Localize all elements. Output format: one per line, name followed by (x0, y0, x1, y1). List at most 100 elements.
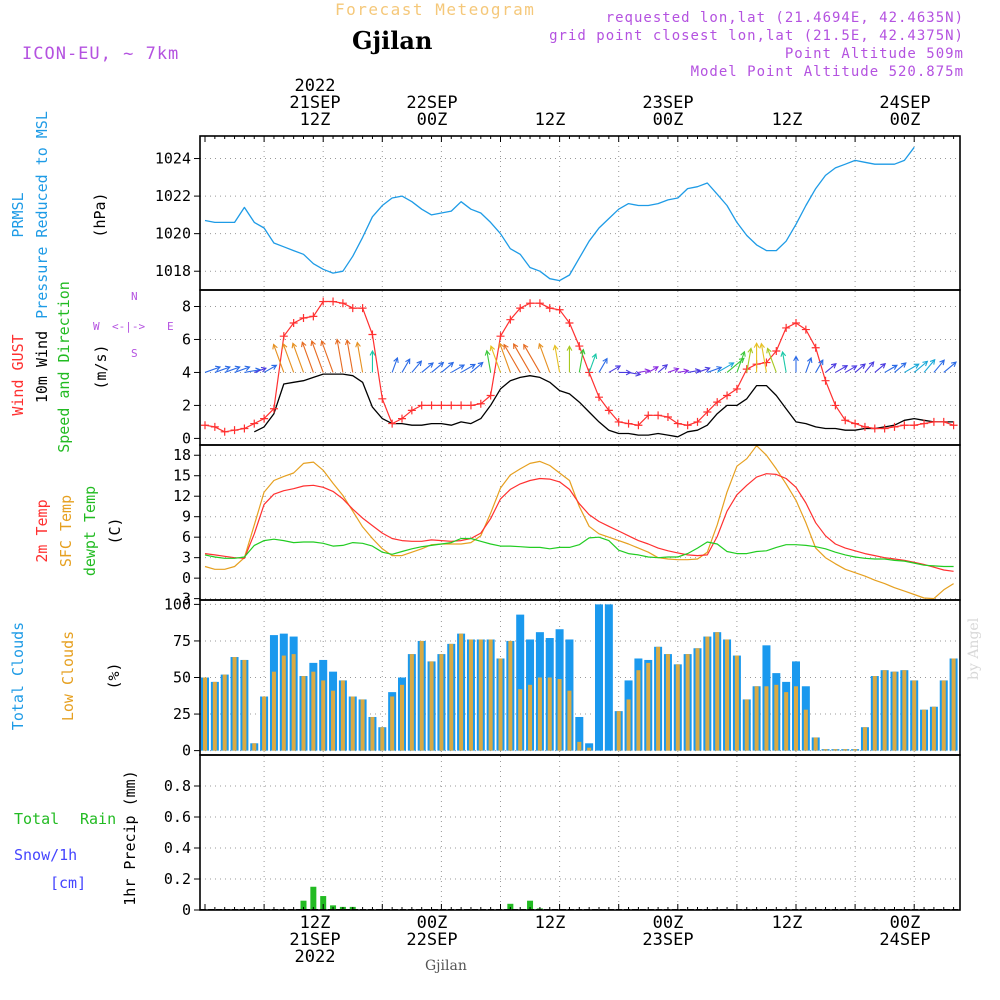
gust-marker (624, 419, 633, 428)
panel-frame (199, 135, 961, 291)
wind-direction-arrow (513, 343, 531, 373)
low-cloud-bar (675, 664, 680, 751)
gust-marker (732, 384, 741, 393)
gust-marker (831, 401, 840, 410)
gust-marker (654, 411, 663, 420)
y-tick-label: 12 (173, 487, 191, 505)
wind-arrowhead (566, 345, 573, 351)
low-cloud-bar (626, 699, 631, 751)
gust-marker (338, 299, 347, 308)
gust-marker (348, 304, 357, 313)
frame-layer: 101810201022102402468-303691215180255075… (155, 135, 961, 919)
wind-direction-arrow (321, 340, 334, 373)
hour-label: 12Z (771, 110, 803, 130)
gust-marker (870, 424, 879, 433)
wind-direction-arrow (336, 339, 344, 373)
wind-arrowhead (369, 349, 376, 356)
gust-marker (526, 299, 535, 308)
wind-arrowhead (891, 364, 898, 370)
low-cloud-bar (902, 670, 907, 751)
rain-bar (527, 900, 534, 910)
low-cloud-bar (271, 671, 276, 751)
gust-marker (851, 419, 860, 428)
wind-arrowhead (438, 361, 445, 368)
wind-arrowhead (320, 339, 326, 347)
wind-arrowhead (344, 339, 351, 346)
wind-arrowhead (759, 342, 765, 349)
wind-arrowhead (842, 365, 849, 371)
gust-marker (929, 417, 938, 426)
gust-marker (841, 416, 850, 425)
wind-arrowhead (740, 350, 746, 357)
gust-marker (693, 417, 702, 426)
wind-arrowhead (615, 365, 622, 371)
y-tick-label: -3 (173, 590, 191, 608)
low-cloud-bar (862, 727, 867, 751)
gust-marker (319, 297, 328, 306)
low-cloud-bar (498, 658, 503, 751)
time-label-top-22sep-00z: 22SEP 00Z (387, 95, 477, 129)
hour-label: 00Z (889, 913, 921, 933)
low-cloud-bar (882, 670, 887, 751)
gust-marker (535, 299, 544, 308)
panel-frame (199, 754, 961, 911)
wind-direction-arrow (913, 360, 928, 373)
wind-direction-arrow (588, 353, 597, 373)
wind-arrowhead (880, 362, 887, 369)
precip-snow-label: Snow/1h (14, 846, 78, 864)
low-cloud-bar (557, 678, 562, 751)
low-cloud-bar (390, 696, 395, 751)
low-cloud-bar (715, 632, 720, 751)
hour-label: 12Z (299, 110, 331, 130)
low-cloud-bar (321, 680, 326, 751)
grid-layer (200, 136, 960, 911)
low-cloud-bar (301, 676, 306, 751)
gust-marker (220, 427, 229, 436)
time-label-top-24sep-00z: 24SEP 00Z (860, 95, 950, 129)
time-label-bottom-23sep-12z: 12Z (742, 915, 832, 932)
wind-arrowhead (224, 365, 231, 372)
low-cloud-bar (212, 681, 217, 751)
low-cloud-bar (813, 737, 818, 751)
wind-direction-arrow (244, 369, 261, 373)
low-cloud-bar (380, 727, 385, 751)
wind-direction-arrow (638, 369, 650, 373)
hour-label: 12Z (771, 913, 803, 933)
wind-direction-arrow (677, 370, 689, 373)
pressure-line (204, 146, 915, 282)
y-tick-label: 15 (173, 467, 191, 485)
gust-marker (604, 406, 613, 415)
low-cloud-bar (222, 674, 227, 751)
wind-direction-arrow (490, 345, 502, 373)
wind-direction-arrow (707, 366, 722, 373)
wind-arrowhead (489, 345, 496, 352)
low-cloud-bar (744, 699, 749, 751)
gust-marker (417, 401, 426, 410)
wind-arrowhead (448, 361, 455, 368)
low-cloud-bar (872, 676, 877, 751)
gust-marker (269, 404, 278, 413)
gust-marker (900, 421, 909, 430)
wind-arrowhead (301, 341, 307, 348)
gust-marker (437, 401, 446, 410)
wind-direction-arrow (282, 343, 295, 373)
wind-arrowhead (334, 338, 341, 345)
wind-direction-arrow (835, 365, 848, 373)
low-cloud-bar (931, 706, 936, 751)
y-tick-label: 75 (173, 632, 191, 650)
panel-frame (199, 444, 961, 601)
wind-arrowhead (484, 349, 491, 356)
gust-marker (880, 424, 889, 433)
date-label: 23SEP (642, 93, 694, 113)
low-cloud-bar (547, 677, 552, 751)
time-label-top-23sep-00z: 23SEP 00Z (623, 95, 713, 129)
gust-marker (595, 393, 603, 402)
wind-arrowhead (513, 343, 519, 350)
low-cloud-bar (833, 749, 838, 751)
low-cloud-bar (636, 670, 641, 751)
y-tick-label: 1018 (155, 262, 191, 280)
location-title: Gjilan (352, 26, 433, 55)
gust-marker (358, 304, 367, 313)
gust-marker (279, 332, 288, 341)
wind-direction-arrow (460, 363, 476, 373)
